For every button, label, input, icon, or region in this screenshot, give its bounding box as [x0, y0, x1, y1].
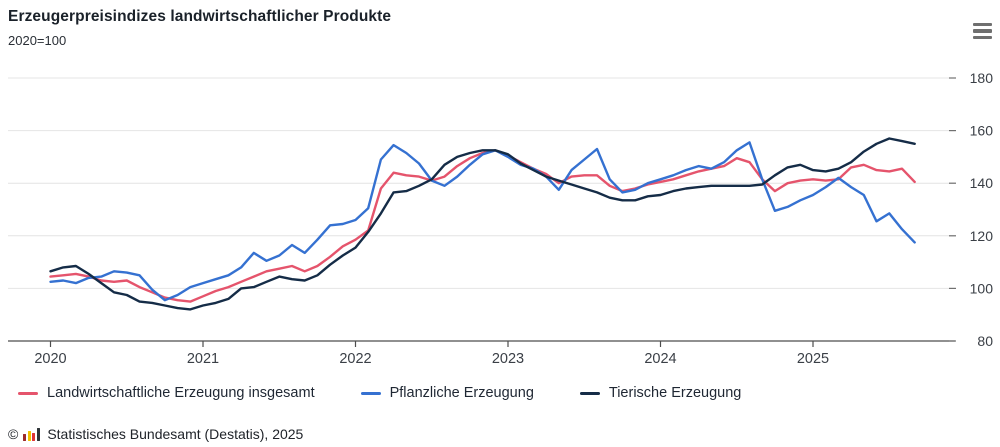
- y-axis-label: 100: [970, 280, 994, 296]
- hamburger-icon: [973, 35, 992, 40]
- series-line-0: [49, 149, 916, 303]
- legend-label-pflanzlich: Pflanzliche Erzeugung: [389, 385, 534, 401]
- hamburger-icon: [973, 29, 992, 33]
- chart-legend: Landwirtschaftliche Erzeugung insgesamt …: [18, 385, 990, 401]
- source-attribution: © Statistisches Bundesamt (Destatis), 20…: [8, 426, 303, 442]
- chart-subtitle: 2020=100: [8, 33, 67, 48]
- series-line-1: [49, 141, 916, 302]
- legend-swatch-total-icon: [18, 391, 38, 395]
- y-axis-label: 80: [977, 333, 993, 349]
- legend-item-total[interactable]: Landwirtschaftliche Erzeugung insgesamt: [18, 385, 315, 401]
- hamburger-icon: [973, 22, 992, 27]
- x-axis-label: 2023: [492, 351, 524, 367]
- copyright-symbol: ©: [8, 426, 19, 442]
- y-axis-label: 140: [970, 175, 994, 191]
- x-axis-label: 2022: [339, 351, 371, 367]
- y-axis-label: 180: [970, 70, 994, 86]
- legend-label-total: Landwirtschaftliche Erzeugung insgesamt: [47, 385, 315, 401]
- legend-item-pflanzlich[interactable]: Pflanzliche Erzeugung: [360, 385, 534, 401]
- line-chart-area: 80 100 120 140 160 180 2020 2021 2022 2023 2024 202…: [0, 60, 1000, 370]
- destatis-logo-icon: [23, 427, 41, 441]
- series-line-2: [49, 137, 916, 311]
- y-axis-label: 120: [970, 228, 994, 244]
- source-text: Statistisches Bundesamt (Destatis), 2025: [47, 426, 304, 442]
- legend-swatch-pflanzlich-icon: [360, 391, 381, 395]
- x-axis-label: 2021: [187, 351, 219, 367]
- x-axis-label: 2024: [644, 351, 676, 367]
- x-axis-label: 2020: [34, 351, 66, 367]
- legend-item-tierisch[interactable]: Tierische Erzeugung: [579, 385, 742, 401]
- x-axis-label: 2025: [797, 351, 829, 367]
- line-chart-svg: 80 100 120 140 160 180 2020 2021 2022 2023 2024 202…: [8, 70, 994, 367]
- legend-label-tierisch: Tierische Erzeugung: [608, 385, 742, 401]
- chart-header: Erzeugerpreisindizes landwirtschaftliche…: [8, 8, 992, 48]
- chart-title: Erzeugerpreisindizes landwirtschaftliche…: [8, 8, 392, 25]
- legend-swatch-tierisch-icon: [579, 391, 600, 395]
- y-axis-label: 160: [970, 123, 994, 139]
- hamburger-menu-button[interactable]: [966, 18, 992, 44]
